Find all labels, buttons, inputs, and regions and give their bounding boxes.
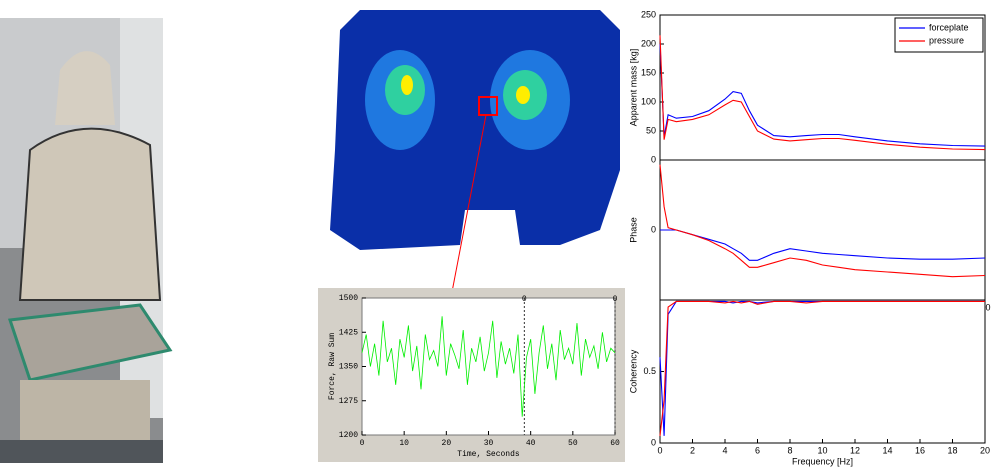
y-axis-label: Apparent mass [kg] (628, 49, 638, 127)
annotation: 0 (985, 302, 990, 312)
x-tick-label: 16 (915, 445, 925, 455)
y-tick-label: 0 (651, 154, 656, 164)
y-axis-label: Coherency (628, 349, 638, 393)
cursor-label: 0 (522, 295, 527, 304)
legend-label: pressure (929, 35, 964, 45)
data-line (659, 300, 985, 436)
x-tick-label: 20 (980, 445, 990, 455)
y-tick-label: 0 (651, 224, 656, 234)
cursor-label: 0 (613, 295, 618, 304)
legend-label: forceplate (929, 22, 969, 32)
seat-photo (0, 18, 173, 463)
y-tick-label: 1425 (339, 328, 358, 337)
x-tick-label: 0 (360, 439, 365, 448)
x-tick-label: 0 (657, 445, 662, 455)
y-tick-label: 1350 (339, 363, 358, 372)
x-tick-label: 10 (399, 439, 409, 448)
y-tick-label: 100 (641, 96, 656, 106)
y-tick-label: 1200 (339, 431, 358, 440)
y-tick-label: 1500 (339, 294, 358, 303)
x-tick-label: 6 (755, 445, 760, 455)
pressure-map (330, 10, 620, 319)
y-axis-label: Force, Raw Sum (328, 333, 337, 400)
legend-box (894, 17, 984, 53)
y-tick-label: 1275 (339, 397, 358, 406)
y-tick-label: 200 (641, 38, 656, 48)
x-tick-label: 10 (817, 445, 827, 455)
x-tick-label: 8 (787, 445, 792, 455)
data-line (361, 316, 616, 417)
y-tick-label: 0 (651, 437, 656, 447)
y-tick-label: 0.5 (643, 366, 656, 376)
x-tick-label: 60 (610, 439, 620, 448)
x-tick-label: 40 (526, 439, 536, 448)
x-tick-label: 20 (442, 439, 452, 448)
x-axis-label: Time, Seconds (457, 450, 520, 459)
x-tick-label: 2 (690, 445, 695, 455)
data-line (659, 43, 986, 147)
x-tick-label: 30 (484, 439, 494, 448)
x-tick-label: 14 (882, 445, 892, 455)
x-tick-label: 4 (722, 445, 727, 455)
x-tick-label: 12 (850, 445, 860, 455)
x-axis-label: Frequency [Hz] (792, 456, 853, 466)
x-tick-label: 50 (568, 439, 578, 448)
freq-plot-area (659, 14, 986, 444)
y-tick-label: 250 (641, 9, 656, 19)
y-tick-label: 50 (646, 125, 656, 135)
y-tick-label: 150 (641, 67, 656, 77)
x-tick-label: 18 (947, 445, 957, 455)
data-line (659, 164, 986, 278)
time-plot-area (361, 297, 616, 436)
data-line (659, 35, 986, 151)
y-axis-label: Phase (628, 217, 638, 243)
